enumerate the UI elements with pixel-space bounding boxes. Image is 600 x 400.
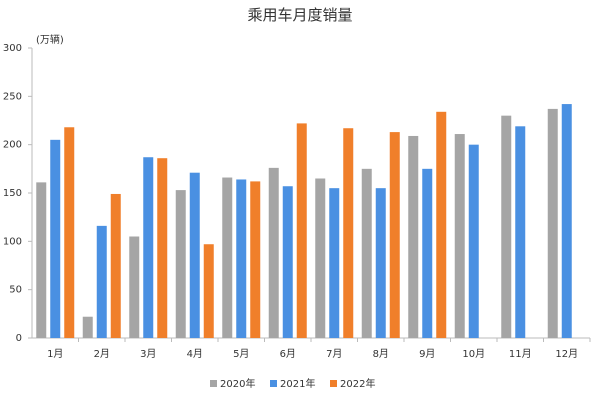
x-tick-label: 9月 [419,348,435,360]
bar [547,108,558,339]
legend-swatch [210,380,217,387]
bar [296,123,307,339]
bar [82,316,93,338]
bar [203,244,214,338]
y-tick-label: 300 [3,43,22,54]
legend-swatch [270,380,277,387]
x-tick-label: 3月 [140,348,156,360]
bar [561,104,572,338]
bar [236,179,247,338]
x-tick-label: 11月 [509,348,532,360]
bar [189,172,200,338]
y-tick-label: 100 [3,236,22,247]
bar [222,177,233,338]
bar [343,128,354,338]
x-tick-label: 7月 [326,348,342,360]
bar [375,188,386,338]
bar [143,157,154,338]
y-tick-label: 200 [3,140,22,151]
bar [361,168,372,338]
bar [436,111,447,338]
bar [329,188,340,338]
x-tick-label: 5月 [233,348,249,360]
bar [110,193,121,338]
bar [250,181,261,338]
bar [50,139,61,338]
bar [157,158,168,338]
bar [268,167,279,338]
bar [282,186,293,338]
bar [175,190,186,338]
x-tick-label: 1月 [47,348,63,360]
bar [129,236,140,338]
legend-label: 2020年 [220,377,255,390]
x-tick-label: 12月 [555,348,578,360]
x-tick-label: 8月 [373,348,389,360]
bar [389,132,400,338]
legend-swatch [330,380,337,387]
chart-title: 乘用车月度销量 [247,6,352,24]
bar [468,144,479,338]
x-tick-label: 6月 [280,348,296,360]
bar [315,178,326,338]
x-tick-label: 10月 [462,348,485,360]
bar [515,126,526,338]
bar [96,225,107,338]
bar [408,135,419,338]
bar [64,127,75,339]
bar [422,168,433,338]
y-tick-label: 250 [3,91,22,102]
x-tick-label: 2月 [94,348,110,360]
bar [36,182,47,338]
legend-label: 2022年 [340,377,375,390]
y-tick-label: 150 [3,188,22,199]
bar [501,115,512,339]
bar [454,134,465,338]
y-tick-label: 0 [16,333,22,344]
y-tick-label: 50 [9,285,22,296]
y-axis-unit: (万辆) [36,33,64,46]
legend-label: 2021年 [280,377,315,390]
x-tick-label: 4月 [187,348,203,360]
